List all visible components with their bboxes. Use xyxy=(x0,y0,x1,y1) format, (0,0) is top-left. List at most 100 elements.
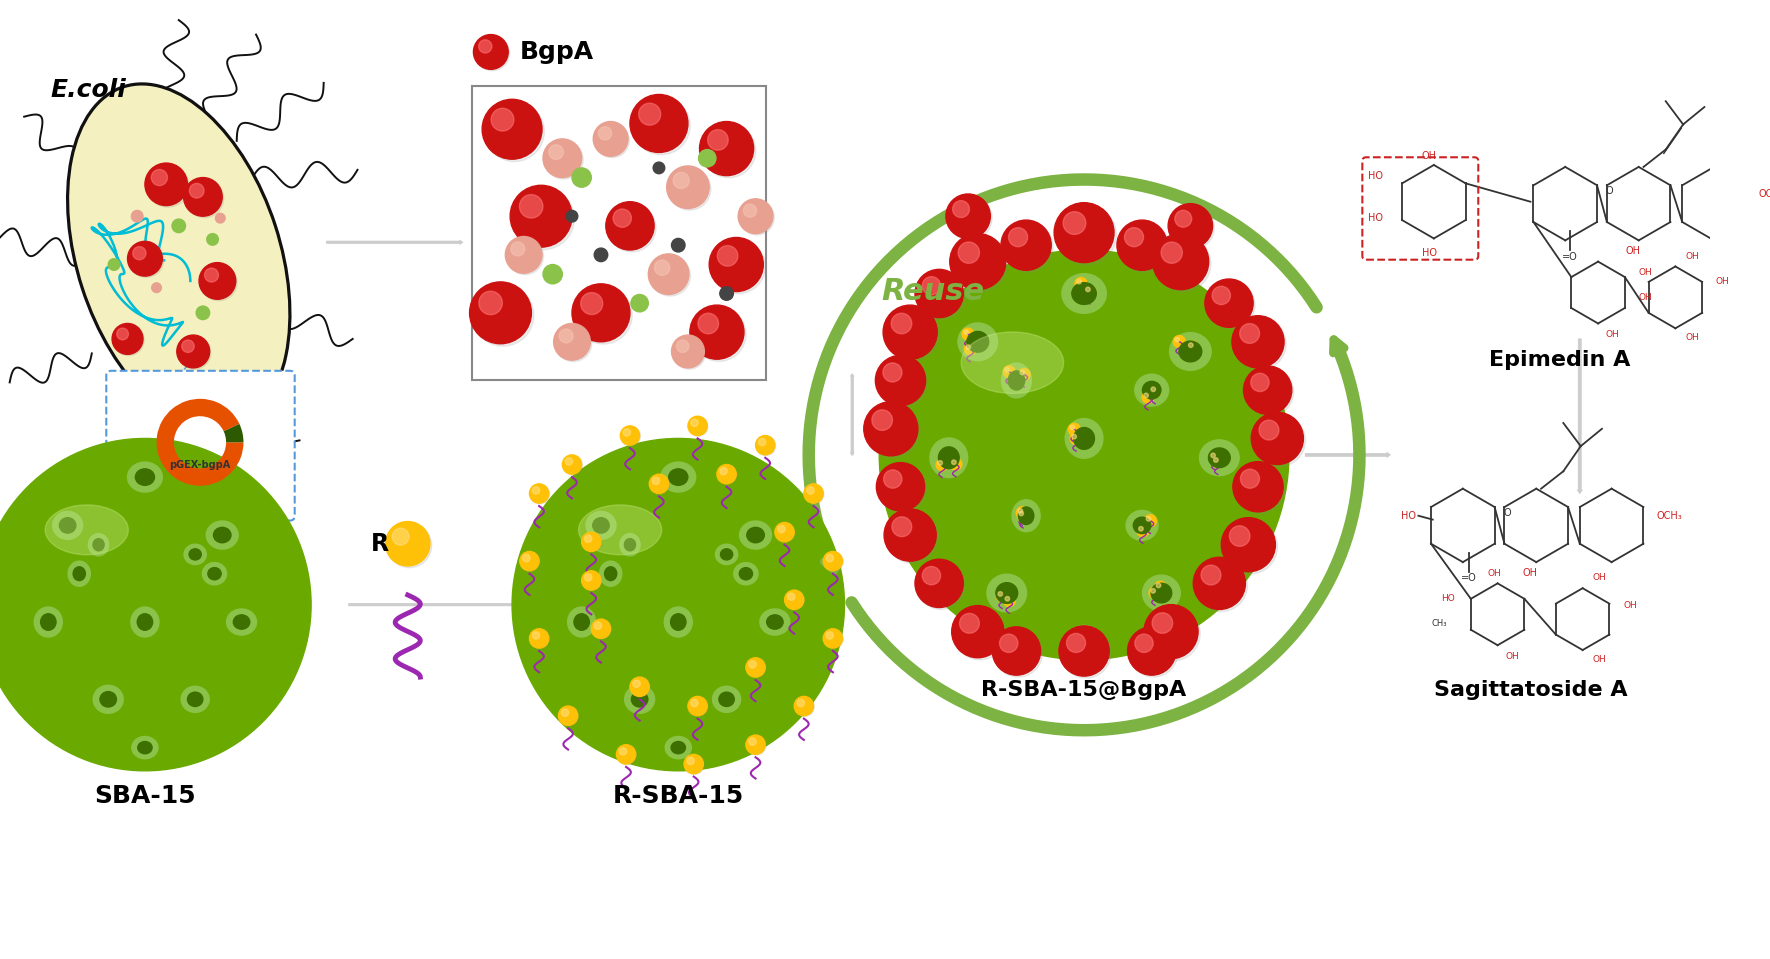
Ellipse shape xyxy=(632,691,648,707)
Ellipse shape xyxy=(600,561,621,586)
Circle shape xyxy=(620,426,639,445)
Circle shape xyxy=(1067,633,1085,652)
Circle shape xyxy=(184,177,223,216)
Circle shape xyxy=(196,306,209,319)
Circle shape xyxy=(1149,587,1161,599)
FancyBboxPatch shape xyxy=(106,371,294,521)
Text: OH: OH xyxy=(1639,269,1653,277)
Circle shape xyxy=(1138,526,1149,537)
Circle shape xyxy=(632,97,690,154)
Circle shape xyxy=(1020,511,1023,516)
Circle shape xyxy=(866,404,920,458)
Circle shape xyxy=(469,282,531,343)
Circle shape xyxy=(1002,220,1051,270)
Ellipse shape xyxy=(747,527,765,543)
Circle shape xyxy=(634,680,641,688)
Circle shape xyxy=(717,246,738,267)
Circle shape xyxy=(1230,526,1250,547)
Ellipse shape xyxy=(138,741,152,754)
Circle shape xyxy=(1076,278,1087,290)
Circle shape xyxy=(1060,628,1112,678)
Ellipse shape xyxy=(666,737,692,759)
Circle shape xyxy=(1188,343,1193,347)
Circle shape xyxy=(520,552,540,572)
Ellipse shape xyxy=(1170,333,1211,370)
Circle shape xyxy=(598,127,612,140)
Circle shape xyxy=(620,748,627,755)
Circle shape xyxy=(1156,583,1161,588)
Circle shape xyxy=(584,573,591,581)
Circle shape xyxy=(1076,279,1081,284)
Ellipse shape xyxy=(1150,583,1172,603)
Circle shape xyxy=(1085,287,1090,292)
Circle shape xyxy=(630,678,650,697)
Text: OH: OH xyxy=(1715,277,1729,286)
Ellipse shape xyxy=(1073,283,1096,304)
Circle shape xyxy=(595,248,607,262)
Circle shape xyxy=(510,185,572,247)
Circle shape xyxy=(1154,236,1211,292)
Circle shape xyxy=(172,219,186,233)
Circle shape xyxy=(689,696,708,715)
Circle shape xyxy=(559,706,577,725)
Ellipse shape xyxy=(67,561,90,586)
Circle shape xyxy=(1202,565,1221,585)
Ellipse shape xyxy=(593,518,609,533)
Circle shape xyxy=(533,632,540,639)
Circle shape xyxy=(1142,392,1154,404)
Ellipse shape xyxy=(67,84,290,430)
Circle shape xyxy=(1175,210,1191,227)
Circle shape xyxy=(522,554,529,562)
Ellipse shape xyxy=(664,607,692,637)
Ellipse shape xyxy=(988,574,1027,612)
Circle shape xyxy=(936,459,949,471)
Circle shape xyxy=(1145,515,1156,526)
Circle shape xyxy=(922,276,940,295)
Circle shape xyxy=(1147,517,1150,521)
Ellipse shape xyxy=(1009,371,1025,390)
Circle shape xyxy=(1004,365,1016,378)
Circle shape xyxy=(876,356,926,406)
Circle shape xyxy=(529,484,549,503)
Text: HO: HO xyxy=(1368,213,1384,223)
Circle shape xyxy=(1211,453,1216,457)
Circle shape xyxy=(917,561,965,610)
Ellipse shape xyxy=(713,687,740,713)
Circle shape xyxy=(878,358,927,408)
Circle shape xyxy=(959,614,979,633)
Circle shape xyxy=(699,122,754,175)
Ellipse shape xyxy=(1074,633,1094,650)
Circle shape xyxy=(667,166,710,208)
Circle shape xyxy=(720,287,733,300)
Circle shape xyxy=(504,237,542,273)
Text: =O: =O xyxy=(1460,573,1476,583)
Circle shape xyxy=(697,314,719,334)
Circle shape xyxy=(1188,341,1200,354)
Circle shape xyxy=(1080,643,1092,656)
Text: OH: OH xyxy=(1522,568,1538,577)
Circle shape xyxy=(1138,526,1143,531)
Circle shape xyxy=(965,343,977,356)
Circle shape xyxy=(1018,509,1028,522)
Text: OCH₃: OCH₃ xyxy=(1657,511,1681,521)
Circle shape xyxy=(1016,507,1028,520)
Circle shape xyxy=(1020,369,1030,381)
Circle shape xyxy=(915,559,963,607)
Circle shape xyxy=(873,409,892,431)
Circle shape xyxy=(512,242,524,256)
Circle shape xyxy=(683,755,703,774)
Ellipse shape xyxy=(53,511,83,539)
Circle shape xyxy=(1129,629,1177,677)
Circle shape xyxy=(386,522,430,566)
Circle shape xyxy=(805,484,825,503)
Circle shape xyxy=(827,632,834,639)
Circle shape xyxy=(205,269,218,282)
Circle shape xyxy=(1074,277,1087,290)
Text: OH: OH xyxy=(1605,330,1620,339)
Ellipse shape xyxy=(740,568,752,580)
Circle shape xyxy=(582,532,602,551)
Circle shape xyxy=(655,260,669,275)
Circle shape xyxy=(690,699,697,707)
Circle shape xyxy=(1143,393,1149,398)
Text: pGEX-bgpA: pGEX-bgpA xyxy=(170,459,230,470)
